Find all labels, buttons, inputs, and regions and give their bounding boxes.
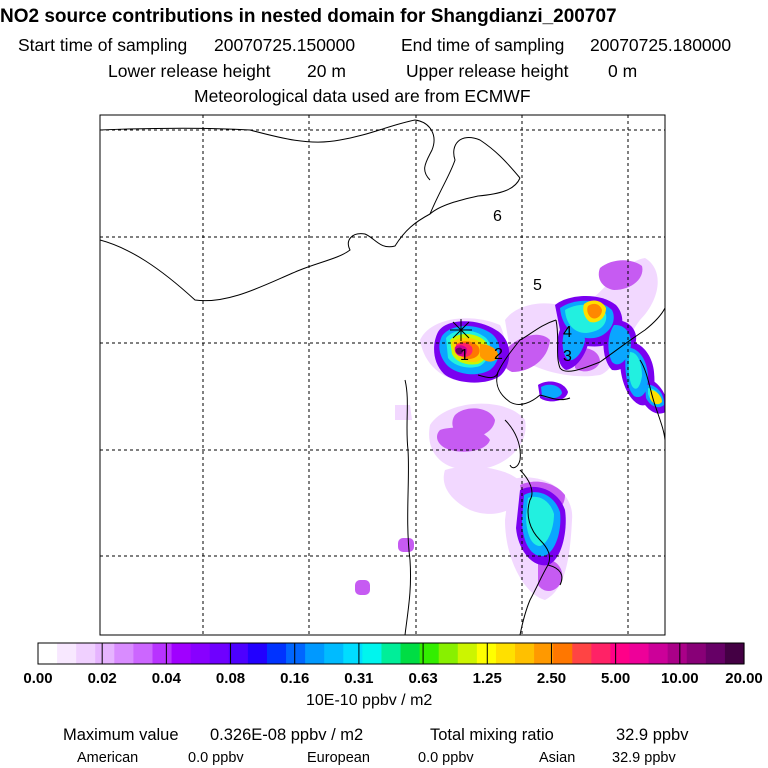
end-time-label: End time of sampling bbox=[401, 35, 565, 55]
colorbar-cell bbox=[133, 643, 154, 664]
colorbar-cell bbox=[114, 643, 135, 664]
colorbar-tick-label: 20.00 bbox=[725, 670, 763, 687]
colorbar-cell bbox=[343, 643, 363, 664]
european-value: 0.0 ppbv bbox=[418, 750, 474, 766]
colorbar-cell bbox=[286, 643, 306, 664]
colorbar-cell bbox=[553, 643, 573, 664]
upper-height-value: 0 m bbox=[608, 61, 638, 81]
colorbar-cell bbox=[400, 643, 421, 664]
region-label-6: 6 bbox=[493, 208, 502, 225]
total-mixing-value: 32.9 ppbv bbox=[616, 726, 689, 744]
region-label-5: 5 bbox=[533, 277, 542, 294]
region-label-1: 1 bbox=[460, 347, 469, 364]
grid-lines bbox=[100, 115, 665, 635]
colorbar-cell bbox=[190, 643, 211, 664]
end-time-value: 20070725.180000 bbox=[590, 35, 732, 55]
region-label-3: 3 bbox=[563, 348, 572, 365]
colorbar-cell bbox=[705, 643, 726, 664]
colorbar-cell bbox=[476, 643, 497, 664]
upper-height-label: Upper release height bbox=[406, 61, 569, 81]
map-frame bbox=[99, 114, 666, 636]
lower-height-label: Lower release height bbox=[108, 61, 271, 81]
total-mixing-label: Total mixing ratio bbox=[430, 726, 554, 744]
colorbar-cell bbox=[534, 643, 554, 664]
lower-height-value: 20 m bbox=[307, 61, 346, 81]
colorbar-cell bbox=[381, 643, 402, 664]
colorbar-cell bbox=[228, 643, 249, 664]
colorbar-tick-label: 0.04 bbox=[151, 670, 181, 687]
colorbar-cell bbox=[686, 643, 707, 664]
coastline bbox=[100, 119, 665, 635]
colorbar-cell bbox=[76, 643, 96, 664]
colorbar-cell bbox=[305, 643, 325, 664]
colorbar-cell bbox=[209, 643, 230, 664]
colorbar-cell bbox=[152, 643, 173, 664]
colorbar-cell bbox=[438, 643, 459, 664]
colorbar-cell bbox=[95, 643, 115, 664]
colorbar-cell bbox=[629, 643, 650, 664]
colorbar-cell bbox=[171, 643, 192, 664]
colorbar-frame bbox=[37, 642, 745, 665]
colorbar-cell bbox=[457, 643, 478, 664]
colorbar-cell bbox=[419, 643, 440, 664]
asian-value: 32.9 ppbv bbox=[612, 750, 676, 766]
colorbar-cell bbox=[324, 643, 344, 664]
colorbar-cell bbox=[724, 643, 745, 664]
colorbar-cell bbox=[591, 643, 612, 664]
colorbar-cell bbox=[610, 643, 631, 664]
region-label-4: 4 bbox=[563, 324, 572, 341]
colorbar-tick-label: 0.02 bbox=[87, 670, 117, 687]
colorbar-unit-label: 10E-10 ppbv / m2 bbox=[306, 692, 433, 709]
colorbar-cell bbox=[247, 643, 268, 664]
asian-label: Asian bbox=[539, 750, 576, 766]
start-time-value: 20070725.150000 bbox=[214, 35, 356, 55]
colorbar-tick-label: 0.00 bbox=[23, 670, 53, 687]
chart-title: NO2 source contributions in nested domai… bbox=[0, 6, 617, 27]
colorbar-tick-label: 5.00 bbox=[601, 670, 631, 687]
american-label: American bbox=[77, 750, 139, 766]
european-label: European bbox=[307, 750, 370, 766]
colorbar-cell bbox=[648, 643, 669, 664]
region-label-2: 2 bbox=[494, 346, 503, 363]
colorbar-tick-label: 0.31 bbox=[344, 670, 374, 687]
colorbar-cell bbox=[266, 643, 287, 664]
receptor-asterisk-marker bbox=[450, 319, 472, 341]
colorbar-cell bbox=[667, 643, 688, 664]
colorbar-tick-label: 10.00 bbox=[661, 670, 699, 687]
max-value-label: Maximum value bbox=[63, 726, 179, 744]
colorbar-cell bbox=[572, 643, 592, 664]
colorbar-cell bbox=[57, 643, 77, 664]
colorbar-cell bbox=[362, 643, 383, 664]
american-value: 0.0 ppbv bbox=[188, 750, 244, 766]
colorbar-tick-label: 0.08 bbox=[215, 670, 246, 687]
max-value: 0.326E-08 ppbv / m2 bbox=[210, 726, 364, 744]
colorbar-cell bbox=[515, 643, 535, 664]
colorbar-tick-label: 1.25 bbox=[472, 670, 502, 687]
colorbar-cell bbox=[38, 643, 58, 664]
colorbar-cell bbox=[495, 643, 516, 664]
start-time-label: Start time of sampling bbox=[18, 35, 188, 55]
colorbar-tick-label: 0.16 bbox=[280, 670, 310, 687]
colorbar-tick-label: 2.50 bbox=[536, 670, 567, 687]
colorbar-tick-label: 0.63 bbox=[408, 670, 438, 687]
meteorology-note: Meteorological data used are from ECMWF bbox=[194, 86, 531, 106]
